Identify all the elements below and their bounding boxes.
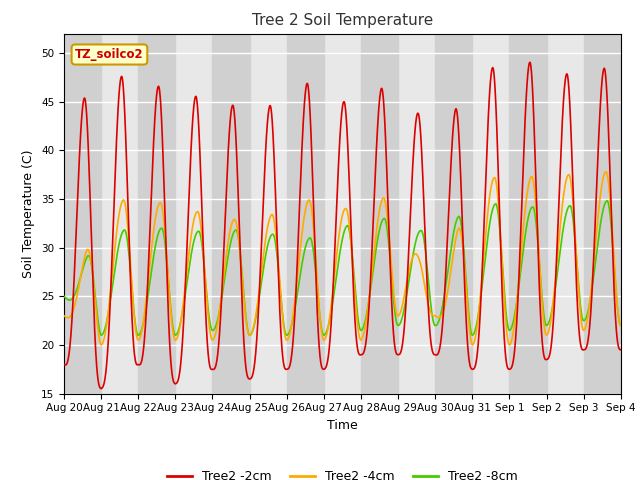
- Title: Tree 2 Soil Temperature: Tree 2 Soil Temperature: [252, 13, 433, 28]
- X-axis label: Time: Time: [327, 419, 358, 432]
- Legend: Tree2 -2cm, Tree2 -4cm, Tree2 -8cm: Tree2 -2cm, Tree2 -4cm, Tree2 -8cm: [162, 465, 523, 480]
- Bar: [435, 34, 472, 394]
- Bar: [509, 34, 547, 394]
- Bar: [138, 34, 175, 394]
- Text: TZ_soilco2: TZ_soilco2: [75, 48, 144, 61]
- Bar: [361, 34, 398, 394]
- Bar: [64, 34, 101, 394]
- Bar: [584, 34, 621, 394]
- Bar: [212, 34, 250, 394]
- Bar: [287, 34, 324, 394]
- Y-axis label: Soil Temperature (C): Soil Temperature (C): [22, 149, 35, 278]
